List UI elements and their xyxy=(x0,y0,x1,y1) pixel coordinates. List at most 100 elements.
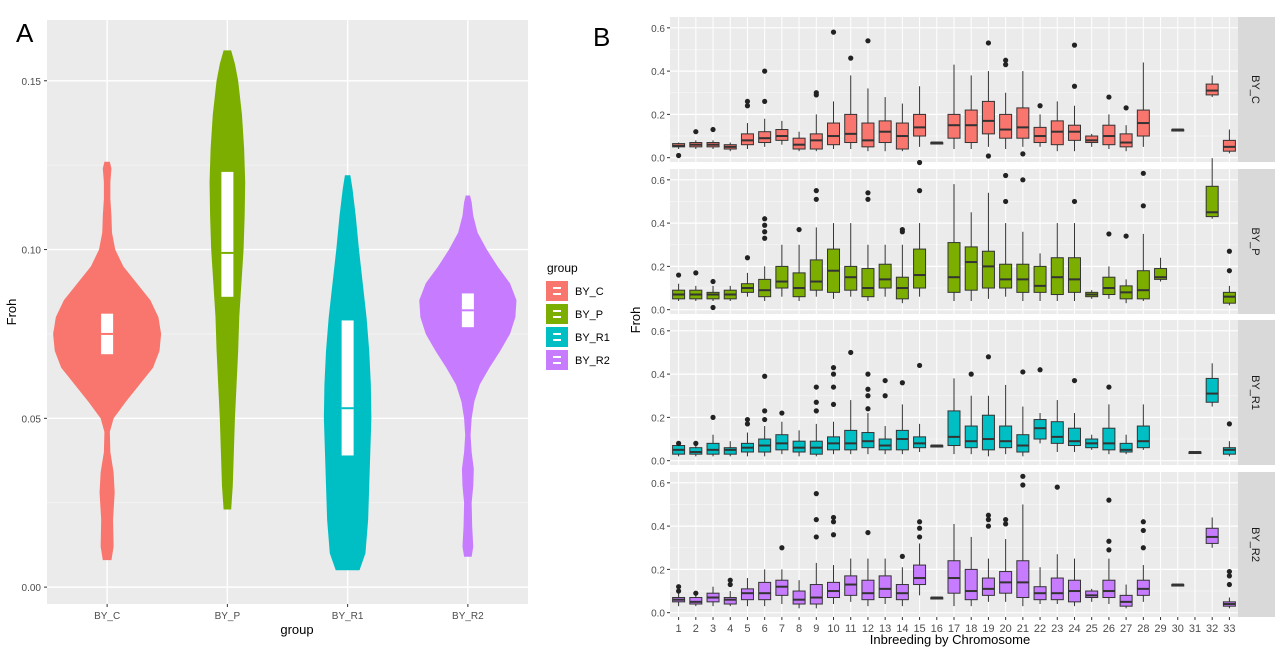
outlier-point xyxy=(899,226,905,233)
outlier-point xyxy=(1106,94,1112,100)
box xyxy=(844,113,858,144)
y-tick-label: 0.2 xyxy=(651,413,665,424)
outlier-point xyxy=(985,517,992,523)
outlier-point xyxy=(1003,62,1009,68)
outlier-point xyxy=(762,235,768,241)
x-tick-label: 31 xyxy=(1189,623,1201,635)
outlier-point xyxy=(676,272,682,278)
box xyxy=(844,575,858,596)
violins xyxy=(53,50,517,571)
box xyxy=(895,429,909,451)
outlier-point xyxy=(1226,568,1232,575)
x-tick-label: 20 xyxy=(1000,623,1012,635)
outlier-point xyxy=(1020,151,1026,157)
box xyxy=(964,425,978,449)
x-tick-label: 5 xyxy=(744,623,750,635)
outlier-point xyxy=(865,190,871,196)
outlier-point xyxy=(762,408,768,414)
outlier-point xyxy=(1140,170,1146,176)
box xyxy=(1050,577,1064,601)
outlier-point xyxy=(762,222,768,228)
violin-by-r2 xyxy=(419,195,517,557)
outlier-point xyxy=(1106,497,1112,503)
outlier-point xyxy=(762,216,768,222)
box xyxy=(947,113,961,139)
outlier-point xyxy=(916,534,923,540)
outlier-point xyxy=(676,152,682,159)
violin-chart: A 0.00 0.05 0.10 0.15 BY_C BY_P BY_R1 BY_R2 gr… xyxy=(4,18,610,637)
outlier-point xyxy=(865,38,871,44)
facet-by-r1: 0.0 0.2 0.4 0.6 BY_R1 xyxy=(651,320,1275,468)
facet-strip-label: BY_R2 xyxy=(1249,527,1261,562)
box xyxy=(1016,434,1030,453)
outlier-point xyxy=(762,98,768,105)
facet-strip xyxy=(1238,17,1275,162)
y-tick-label: 0.0 xyxy=(651,154,665,165)
box xyxy=(1102,124,1116,146)
box xyxy=(740,133,754,146)
legend-title: group xyxy=(547,261,578,275)
box xyxy=(1205,185,1219,218)
box xyxy=(792,137,806,150)
box xyxy=(1016,560,1030,599)
panel-a-label: A xyxy=(16,18,34,48)
outlier-point xyxy=(848,349,854,356)
y-tick-label: 0.05 xyxy=(22,414,42,425)
box xyxy=(1102,427,1116,451)
outlier-point xyxy=(744,103,751,109)
outlier-point xyxy=(916,519,923,525)
box xyxy=(947,560,961,594)
iqr-box xyxy=(341,320,354,456)
x-tick-label: 8 xyxy=(796,623,802,635)
outlier-point xyxy=(899,553,905,560)
outlier-point xyxy=(762,68,768,74)
box xyxy=(1136,579,1150,596)
y-tick-label: 0.4 xyxy=(651,370,665,381)
outlier-point xyxy=(1226,268,1232,274)
x-tick-label: 3 xyxy=(710,623,716,635)
box xyxy=(809,584,823,605)
x-tick-label: 18 xyxy=(965,623,977,635)
iqr-box xyxy=(221,171,234,297)
outlier-point xyxy=(916,159,923,166)
outlier-point xyxy=(1054,484,1060,490)
box xyxy=(1067,427,1081,447)
outlier-point xyxy=(813,408,819,414)
legend-label: BY_P xyxy=(575,309,603,321)
box xyxy=(861,268,875,298)
outlier-point xyxy=(1071,42,1078,48)
box xyxy=(844,429,858,451)
box xyxy=(809,133,823,150)
outlier-point xyxy=(762,416,768,423)
x-tick-label: BY_R1 xyxy=(332,611,364,622)
outlier-point xyxy=(676,584,682,590)
x-tick-label: 7 xyxy=(779,623,785,635)
outlier-point xyxy=(882,377,888,384)
outlier-point xyxy=(830,371,837,377)
box xyxy=(999,425,1013,449)
x-tick-label: 27 xyxy=(1120,623,1132,635)
box xyxy=(1085,135,1099,144)
x-tick-label: 15 xyxy=(913,623,925,635)
x-axis-ticks: BY_C BY_P BY_R1 BY_R2 xyxy=(94,604,484,622)
box xyxy=(947,410,961,447)
outlier-point xyxy=(710,126,716,133)
outlier-point xyxy=(727,581,733,588)
outlier-point xyxy=(1071,83,1078,89)
violin-by-c xyxy=(53,161,162,561)
outlier-point xyxy=(813,90,819,96)
outlier-point xyxy=(744,98,751,105)
box xyxy=(689,597,703,605)
outlier-point xyxy=(882,393,888,399)
outlier-point xyxy=(744,421,751,427)
outlier-point xyxy=(1003,521,1009,527)
outlier-point xyxy=(813,534,819,540)
box xyxy=(964,109,978,144)
box xyxy=(758,278,772,298)
x-tick-label: 12 xyxy=(862,623,874,635)
box xyxy=(758,131,772,144)
x-tick-label: 24 xyxy=(1068,623,1080,635)
outlier-point xyxy=(1140,519,1146,525)
outlier-point xyxy=(744,255,751,261)
x-tick-label: 11 xyxy=(845,623,856,635)
